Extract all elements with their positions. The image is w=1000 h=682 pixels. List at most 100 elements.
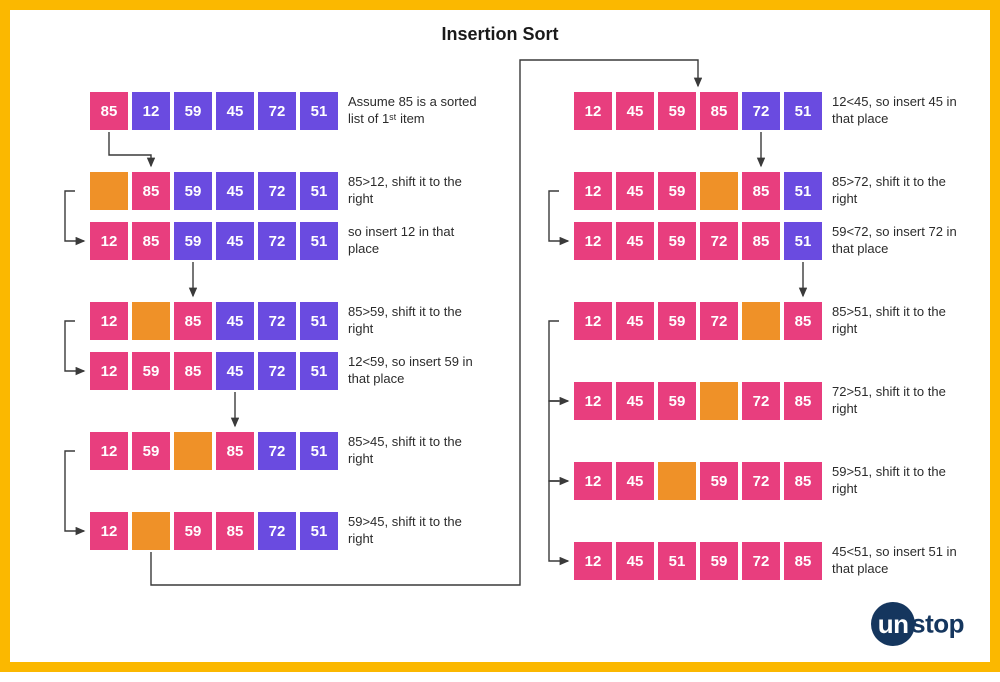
array-cell: 12	[572, 220, 614, 262]
array-cell: 12	[88, 510, 130, 552]
step-caption: 45<51, so insert 51 in that place	[832, 544, 962, 578]
array-cell: 51	[298, 90, 340, 132]
array-cell: 72	[256, 220, 298, 262]
array-cell	[740, 300, 782, 342]
array-cell: 51	[298, 220, 340, 262]
array-cell: 12	[88, 350, 130, 392]
array-row: 1245597285	[572, 300, 824, 342]
array-cell: 12	[572, 460, 614, 502]
step-caption: 85>45, shift it to the right	[348, 434, 478, 468]
array-cell	[130, 300, 172, 342]
array-cell: 85	[698, 90, 740, 132]
array-cell: 59	[656, 90, 698, 132]
array-row: 124551597285	[572, 540, 824, 582]
array-cell: 85	[214, 430, 256, 472]
step-caption: 85>12, shift it to the right	[348, 174, 478, 208]
array-cell: 85	[172, 350, 214, 392]
array-row: 12 85457251	[88, 300, 340, 342]
array-cell: 12	[130, 90, 172, 132]
array-cell: 59	[698, 460, 740, 502]
array-cell: 12	[572, 540, 614, 582]
array-row: 851259457251	[88, 90, 340, 132]
array-cell: 72	[740, 90, 782, 132]
array-row: 124559 8551	[572, 170, 824, 212]
step-caption: 85>59, shift it to the right	[348, 304, 478, 338]
array-cell: 72	[740, 460, 782, 502]
array-cell: 12	[572, 170, 614, 212]
array-cell	[88, 170, 130, 212]
step-caption: 12<59, so insert 59 in that place	[348, 354, 478, 388]
array-cell: 85	[172, 300, 214, 342]
array-cell: 51	[782, 220, 824, 262]
array-cell: 51	[298, 350, 340, 392]
array-cell: 72	[256, 510, 298, 552]
step-caption: 72>51, shift it to the right	[832, 384, 962, 418]
array-cell: 72	[740, 540, 782, 582]
array-cell: 59	[172, 220, 214, 262]
array-row: 124559857251	[572, 90, 824, 132]
step-caption: 85>72, shift it to the right	[832, 174, 962, 208]
array-cell: 59	[656, 170, 698, 212]
array-cell: 51	[782, 90, 824, 132]
array-cell	[698, 170, 740, 212]
array-row: 12 59857251	[88, 510, 340, 552]
array-cell: 59	[656, 220, 698, 262]
array-cell: 85	[782, 540, 824, 582]
array-cell: 51	[298, 510, 340, 552]
array-cell: 72	[698, 300, 740, 342]
array-row: 125985457251	[88, 350, 340, 392]
array-cell: 85	[782, 300, 824, 342]
array-cell: 12	[88, 220, 130, 262]
step-caption: 59>51, shift it to the right	[832, 464, 962, 498]
array-cell: 12	[88, 430, 130, 472]
array-cell: 45	[614, 220, 656, 262]
array-cell: 72	[256, 170, 298, 212]
array-row: 1259857251	[88, 430, 340, 472]
step-caption: 59>45, shift it to the right	[348, 514, 478, 548]
array-cell: 72	[256, 90, 298, 132]
array-row: 1245597285	[572, 460, 824, 502]
step-caption: 12<45, so insert 45 in that place	[832, 94, 962, 128]
array-cell: 59	[172, 510, 214, 552]
array-cell: 45	[214, 220, 256, 262]
array-cell	[172, 430, 214, 472]
array-cell: 45	[614, 300, 656, 342]
array-cell: 85	[782, 380, 824, 422]
array-row: 1245597285	[572, 380, 824, 422]
array-cell: 45	[614, 380, 656, 422]
array-cell: 85	[214, 510, 256, 552]
array-cell: 51	[298, 300, 340, 342]
logo-stop: stop	[911, 609, 964, 639]
array-cell: 85	[740, 170, 782, 212]
array-cell: 45	[614, 170, 656, 212]
array-cell: 12	[572, 380, 614, 422]
array-row: 128559457251	[88, 220, 340, 262]
array-cell: 72	[256, 430, 298, 472]
array-cell: 12	[572, 300, 614, 342]
array-cell: 51	[298, 170, 340, 212]
array-cell: 59	[130, 430, 172, 472]
array-cell: 85	[130, 170, 172, 212]
step-caption: so insert 12 in that place	[348, 224, 478, 258]
array-cell: 45	[214, 170, 256, 212]
array-cell	[656, 460, 698, 502]
array-cell: 59	[130, 350, 172, 392]
array-cell: 45	[614, 90, 656, 132]
array-cell: 12	[88, 300, 130, 342]
array-cell: 59	[698, 540, 740, 582]
array-cell: 72	[256, 300, 298, 342]
step-caption: Assume 85 is a sorted list of 1ˢᵗ item	[348, 94, 478, 128]
step-caption: 59<72, so insert 72 in that place	[832, 224, 962, 258]
diagram-canvas: 851259457251Assume 85 is a sorted list o…	[10, 10, 990, 662]
brand-logo: unstop	[871, 602, 964, 646]
array-cell: 51	[782, 170, 824, 212]
array-cell	[130, 510, 172, 552]
array-cell: 59	[656, 380, 698, 422]
array-row: 8559457251	[88, 170, 340, 212]
array-cell: 85	[782, 460, 824, 502]
array-cell: 45	[614, 540, 656, 582]
array-cell: 12	[572, 90, 614, 132]
array-cell: 45	[214, 300, 256, 342]
array-cell: 85	[130, 220, 172, 262]
array-cell: 45	[214, 90, 256, 132]
